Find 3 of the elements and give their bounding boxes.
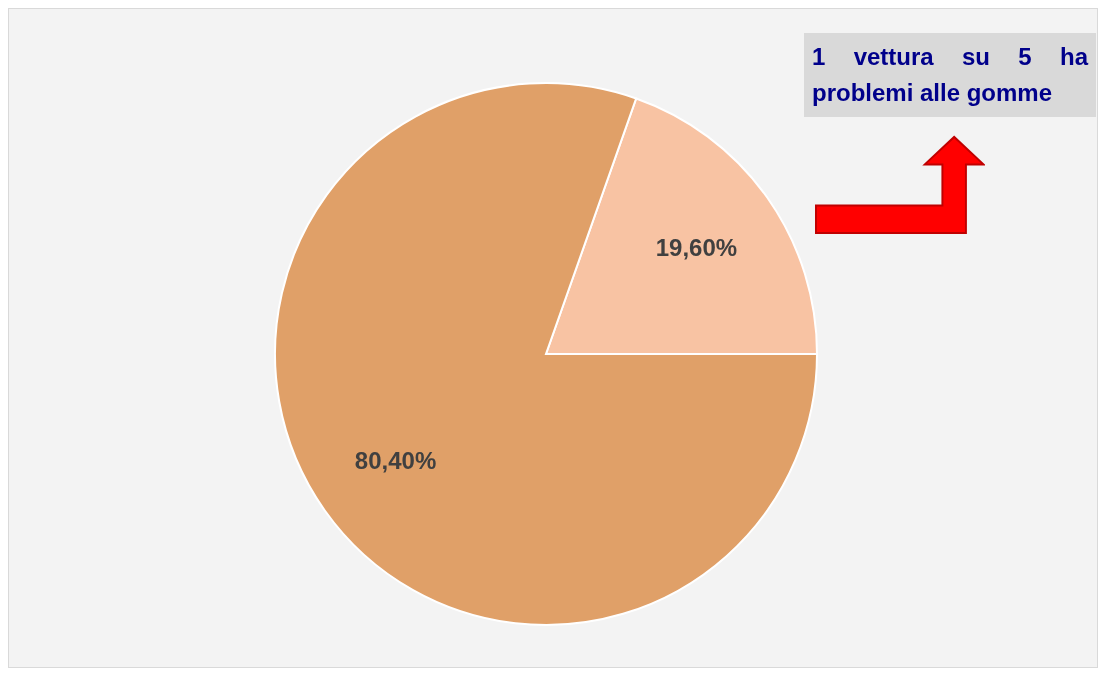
text: 1 vettura su 5 ha problemi alle gomme: [804, 33, 1096, 117]
data-label: 19,60%: [655, 234, 738, 262]
data-label: 80,40%: [354, 446, 437, 474]
